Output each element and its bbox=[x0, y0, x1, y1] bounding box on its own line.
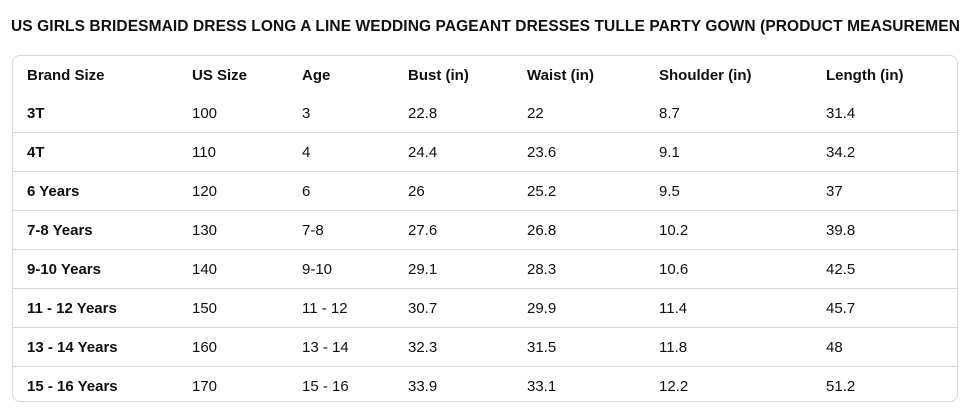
header-cell: Waist (in) bbox=[527, 66, 594, 84]
table-cell: 45.7 bbox=[812, 288, 957, 328]
table-cell: 140 bbox=[178, 249, 288, 289]
table-cell: 12.2 bbox=[645, 366, 812, 401]
title: US GIRLS BRIDESMAID DRESS LONG A LINE WE… bbox=[11, 18, 960, 35]
table-row: 9-10 Years 140 9-10 29.1 28.3 10.6 42.5 bbox=[13, 249, 957, 289]
table-cell: 110 bbox=[178, 132, 288, 172]
table-cell: 6 bbox=[288, 171, 394, 211]
table-cell: 150 bbox=[178, 288, 288, 328]
table-cell: 42.5 bbox=[812, 249, 957, 289]
table-row: 6 Years 120 6 26 25.2 9.5 37 bbox=[13, 171, 957, 211]
table-cell: 30.7 bbox=[394, 288, 513, 328]
table-cell: 28.3 bbox=[513, 249, 645, 289]
table-cell: 22.8 bbox=[408, 104, 438, 122]
table-cell: 33.1 bbox=[513, 366, 645, 401]
row-label: 11 - 12 Years bbox=[13, 288, 178, 328]
table-cell: 27.6 bbox=[394, 210, 513, 250]
header-cell: Length (in) bbox=[826, 66, 904, 84]
table-cell: 31.5 bbox=[513, 327, 645, 367]
table-row: 13 - 14 Years 160 13 - 14 32.3 31.5 11.8 48 bbox=[13, 327, 957, 367]
table-cell: 39.8 bbox=[812, 210, 957, 250]
row-label: 4T bbox=[13, 132, 178, 172]
table-cell: 10.6 bbox=[645, 249, 812, 289]
header-cell: Bust (in) bbox=[408, 66, 469, 84]
row-label: 15 - 16 Years bbox=[13, 366, 178, 401]
table-cell: 7-8 bbox=[288, 210, 394, 250]
table-row: 7-8 Years 130 7-8 27.6 26.8 10.2 39.8 bbox=[13, 210, 957, 250]
table-cell: 22 bbox=[527, 104, 544, 122]
table-cell: 11.4 bbox=[645, 288, 812, 328]
table-cell: 31.4 bbox=[826, 104, 856, 122]
header-cell: Brand Size bbox=[27, 66, 105, 84]
table-cell: 120 bbox=[178, 171, 288, 211]
table-cell: 8.7 bbox=[659, 104, 680, 122]
table-cell: 170 bbox=[178, 366, 288, 401]
table-cell: 32.3 bbox=[394, 327, 513, 367]
table-cell: 26.8 bbox=[513, 210, 645, 250]
row-label: 7-8 Years bbox=[13, 210, 178, 250]
table-cell: 25.2 bbox=[513, 171, 645, 211]
table-cell: 9.5 bbox=[645, 171, 812, 211]
table-container: Brand Size US Size Age Bust (in) Waist (in) S… bbox=[12, 55, 958, 402]
table-cell: 3 bbox=[302, 104, 311, 122]
table-cell: 4 bbox=[288, 132, 394, 172]
table-row: 3T 100 3 22.8 22 8.7 31.4 bbox=[13, 94, 957, 133]
row-label: 6 Years bbox=[13, 171, 178, 211]
table-cell: 37 bbox=[812, 171, 957, 211]
table-row: 11 - 12 Years 150 11 - 12 30.7 29.9 11.4 45.7 bbox=[13, 288, 957, 328]
table-row: 15 - 16 Years 170 15 - 16 33.9 33.1 12.2 51.2 bbox=[13, 366, 957, 401]
header-row: Brand Size US Size Age Bust (in) Waist (in) S… bbox=[13, 56, 957, 94]
header-cell: US Size bbox=[192, 66, 248, 84]
table-cell: 11.8 bbox=[645, 327, 812, 367]
table-cell: 29.1 bbox=[394, 249, 513, 289]
header-cell: Shoulder (in) bbox=[659, 66, 752, 84]
table-cell: 130 bbox=[178, 210, 288, 250]
table-body: 3T 100 3 22.8 22 8.7 31.4 4T 110 4 24.4 23.6 9.1 34.2… bbox=[13, 94, 957, 401]
table-head: Brand Size US Size Age Bust (in) Waist (in) S… bbox=[13, 56, 957, 94]
table-cell: 26 bbox=[394, 171, 513, 211]
row-label: 9-10 Years bbox=[13, 249, 178, 289]
table-cell: 13 - 14 bbox=[288, 327, 394, 367]
table-cell: 100 bbox=[192, 104, 218, 122]
table-cell: 160 bbox=[178, 327, 288, 367]
row-label: 13 - 14 Years bbox=[13, 327, 178, 367]
table-cell: 34.2 bbox=[812, 132, 957, 172]
size-table: Brand Size US Size Age Bust (in) Waist (in) S… bbox=[13, 56, 957, 401]
table-cell: 51.2 bbox=[812, 366, 957, 401]
header-cell: Age bbox=[302, 66, 331, 84]
table-cell: 11 - 12 bbox=[288, 288, 394, 328]
table-cell: 24.4 bbox=[394, 132, 513, 172]
table-cell: 9.1 bbox=[645, 132, 812, 172]
table-cell: 9-10 bbox=[288, 249, 394, 289]
table-cell: 33.9 bbox=[394, 366, 513, 401]
table-row: 4T 110 4 24.4 23.6 9.1 34.2 bbox=[13, 132, 957, 172]
table-cell: 23.6 bbox=[513, 132, 645, 172]
row-label: 3T bbox=[27, 104, 45, 122]
table-cell: 29.9 bbox=[513, 288, 645, 328]
table-cell: 15 - 16 bbox=[288, 366, 394, 401]
table-cell: 10.2 bbox=[645, 210, 812, 250]
table-cell: 48 bbox=[812, 327, 957, 367]
